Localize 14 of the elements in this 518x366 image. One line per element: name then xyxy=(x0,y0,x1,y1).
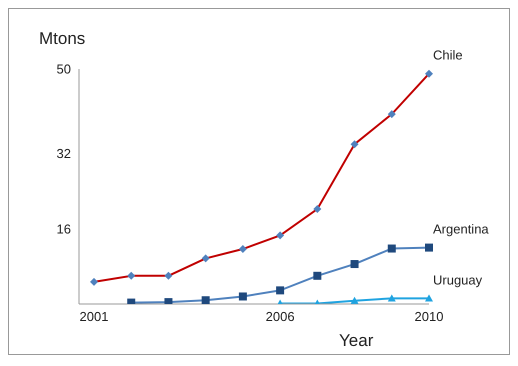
series-label: Chile xyxy=(433,48,463,63)
point xyxy=(388,294,396,302)
x-tick-label: 2010 xyxy=(414,309,444,324)
x-axis-title: Year xyxy=(339,331,374,351)
y-tick-label: 32 xyxy=(56,146,71,162)
series-label: Argentina xyxy=(433,222,490,237)
y-axis-title: Mtons xyxy=(39,29,86,49)
point xyxy=(425,294,433,302)
series-label: Uruguay xyxy=(433,272,483,288)
x-tick-label: 2006 xyxy=(266,309,295,324)
point xyxy=(350,296,359,304)
y-tick-label: 16 xyxy=(56,221,71,236)
x-tick-label: 2001 xyxy=(80,309,108,324)
y-tick-label: 50 xyxy=(56,62,71,77)
